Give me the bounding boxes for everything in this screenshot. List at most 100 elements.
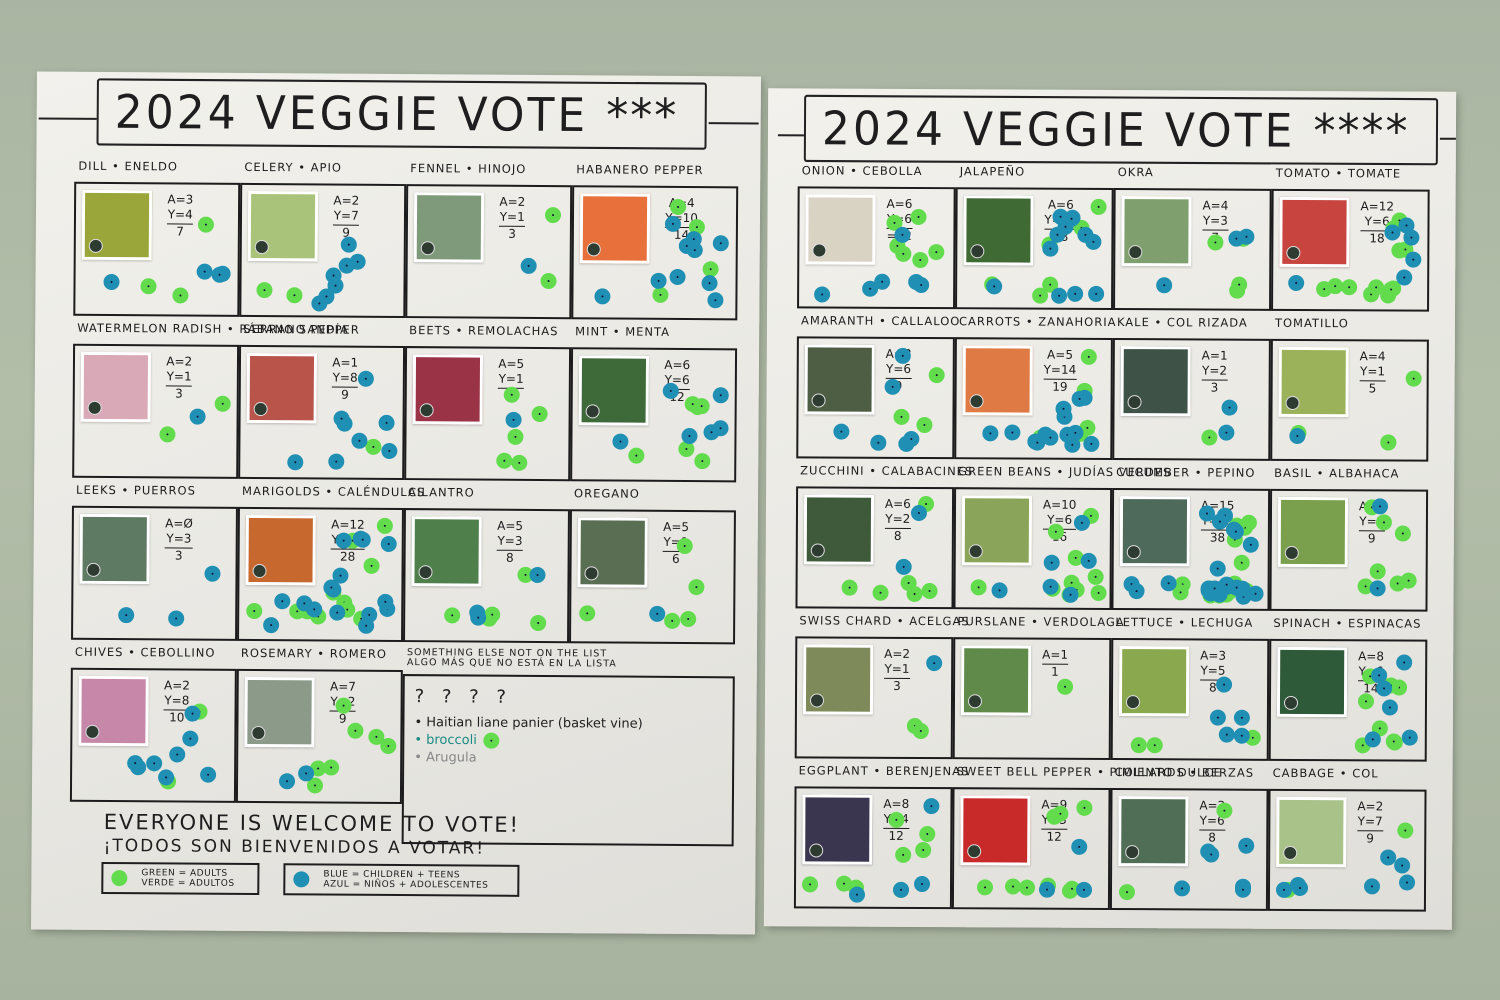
blue-vote-dot xyxy=(1219,727,1236,744)
blue-vote-dot xyxy=(1399,874,1416,891)
blue-vote-dot xyxy=(1209,709,1226,726)
green-vote-dot xyxy=(928,367,945,384)
blue-vote-dot xyxy=(168,610,185,627)
vote-tally: A=5 Y=3 8 xyxy=(496,518,524,566)
blue-vote-dot xyxy=(991,582,1008,599)
vote-row: WATERMELON RADISH • RÁBANO SANDÍA A=2 Y=… xyxy=(72,321,738,483)
veggie-photo xyxy=(412,354,484,425)
usda-organic-icon xyxy=(586,242,601,257)
blue-vote-dot xyxy=(196,263,213,280)
blue-vote-dot xyxy=(870,434,887,451)
green-vote-dot xyxy=(888,811,905,828)
title-stars: *** xyxy=(605,88,679,143)
adult-count: A=12 xyxy=(1360,199,1395,214)
blue-vote-dot xyxy=(169,746,186,763)
veggie-name: BASIL • ALBAHACA xyxy=(1274,465,1400,481)
veggie-vote-cell: CABBAGE • COL A=2 Y=7 9 xyxy=(1267,765,1427,912)
right-poster: 2024 VEGGIE VOTE **** ONION • CEBOLLA A=… xyxy=(763,88,1457,930)
youth-count: Y=7 xyxy=(333,208,360,226)
veggie-photo xyxy=(1120,346,1191,417)
green-vote-dot xyxy=(921,582,938,599)
blue-vote-dot xyxy=(1199,505,1216,522)
veggie-photo xyxy=(244,676,315,748)
blue-vote-dot xyxy=(1237,837,1255,854)
veggie-vote-cell: SWISS CHARD • ACELGAS A=2 Y=1 3 xyxy=(794,613,970,760)
veggie-name: AMARANTH • CALLALOO xyxy=(800,313,961,329)
veggie-photo xyxy=(1276,796,1347,868)
green-vote-dot xyxy=(246,602,263,619)
veggie-name: CARROTS • ZANAHORIA xyxy=(958,314,1117,330)
vote-area: A=8 Y=4 12 xyxy=(793,786,953,910)
vote-area: A=8 Y=6 14 xyxy=(1268,638,1428,762)
blue-vote-dot xyxy=(1082,435,1100,453)
green-vote-dot xyxy=(872,584,889,601)
green-vote-dot xyxy=(1047,523,1064,540)
green-vote-dot xyxy=(900,574,917,591)
poster-title-banner: 2024 VEGGIE VOTE *** xyxy=(36,78,760,154)
veggie-photo xyxy=(245,514,316,586)
blue-vote-dot xyxy=(1234,881,1251,898)
vote-tally: A=3 Y=4 7 xyxy=(167,192,193,239)
title-rule xyxy=(777,134,804,137)
usda-organic-icon xyxy=(809,843,824,858)
vote-area: A=4 Y=10 14 xyxy=(571,185,739,321)
adult-count: A=1 xyxy=(1042,647,1069,662)
veggie-vote-cell: CHIVES • CEBOLLINO A=2 Y=8 10 xyxy=(69,645,237,803)
usda-organic-icon xyxy=(1283,695,1299,710)
veggie-vote-cell: ONION • CEBOLLA A=6 Y=6 =12 xyxy=(797,163,956,310)
blue-vote-dot xyxy=(378,415,396,432)
vote-row: ZUCCHINI • CALABACINES A=6 Y=2 8 GREEN B… xyxy=(795,463,1429,612)
veggie-vote-cell: OREGANO A=5 Y=1 6 xyxy=(569,486,736,645)
adult-count: A=Ø xyxy=(165,516,193,531)
veggie-name: CILANTRO xyxy=(408,485,475,500)
green-vote-dot xyxy=(916,417,933,434)
total-count: 12 xyxy=(1046,829,1062,844)
veggie-name: FENNEL • HINOJO xyxy=(410,161,527,176)
blue-vote-dot xyxy=(1067,424,1084,441)
veggie-photo xyxy=(578,355,650,426)
green-vote-dot xyxy=(1233,554,1250,571)
veggie-name: CABBAGE • COL xyxy=(1272,765,1379,781)
green-vote-dot xyxy=(140,277,157,295)
total-count: 28 xyxy=(339,549,356,564)
blue-vote-dot xyxy=(1087,285,1105,302)
blue-vote-dot xyxy=(1209,560,1226,577)
veggie-name: BEETS • REMOLACHAS xyxy=(409,323,559,339)
green-vote-dot xyxy=(912,723,929,740)
vote-area: A=6 Y=6 12 xyxy=(570,347,738,483)
total-count: 3 xyxy=(893,678,901,693)
blue-vote-dot xyxy=(1155,277,1172,294)
green-vote-dot xyxy=(214,396,232,413)
veggie-photo xyxy=(805,194,876,265)
green-vote-dot xyxy=(1087,569,1104,586)
green-vote-dot xyxy=(895,245,912,262)
poster-title: 2024 VEGGIE VOTE *** xyxy=(96,78,707,150)
blue-vote-dot xyxy=(982,425,999,442)
adult-count: A=5 xyxy=(497,518,524,533)
vote-row: CHIVES • CEBOLLINO A=2 Y=8 10 ROSEMARY •… xyxy=(69,645,735,847)
vote-area: A=7 Y=2 9 xyxy=(235,668,403,805)
youth-count: Y=3 xyxy=(1202,213,1229,231)
veggie-name: TOMATO • TOMATE xyxy=(1275,165,1402,181)
write-in-list: ? ? ? ? • Haitian liane panier (basket v… xyxy=(414,686,643,766)
welcome-english: EVERYONE IS WELCOME TO VOTE! xyxy=(103,809,521,837)
green-vote-dot xyxy=(540,272,557,289)
green-vote-dot xyxy=(159,426,176,443)
poster-title-banner: 2024 VEGGIE VOTE **** xyxy=(768,94,1456,170)
veggie-name: OKRA xyxy=(1117,165,1154,180)
veggie-vote-cell: LEEKS • PUERROS A=Ø Y=3 3 xyxy=(71,483,238,641)
vote-area: A=2 Y=1 3 xyxy=(405,184,573,320)
blue-vote-dot xyxy=(669,268,686,285)
veggie-vote-cell: TOMATO • TOMATE A=12 Y=6 18 xyxy=(1271,165,1430,312)
vote-area: A=2 Y=1 3 xyxy=(72,343,240,479)
vote-tally: A=2 Y=7 9 xyxy=(333,194,359,241)
title-rule xyxy=(708,122,759,125)
blue-vote-dot xyxy=(1233,727,1250,744)
blue-vote-dot xyxy=(685,230,702,247)
green-vote-dot xyxy=(1090,198,1107,215)
blue-vote-dot xyxy=(884,378,901,395)
veggie-photo xyxy=(963,195,1034,266)
blue-vote-dot xyxy=(650,272,667,289)
veggie-photo xyxy=(78,675,149,747)
veggie-photo xyxy=(802,794,873,865)
